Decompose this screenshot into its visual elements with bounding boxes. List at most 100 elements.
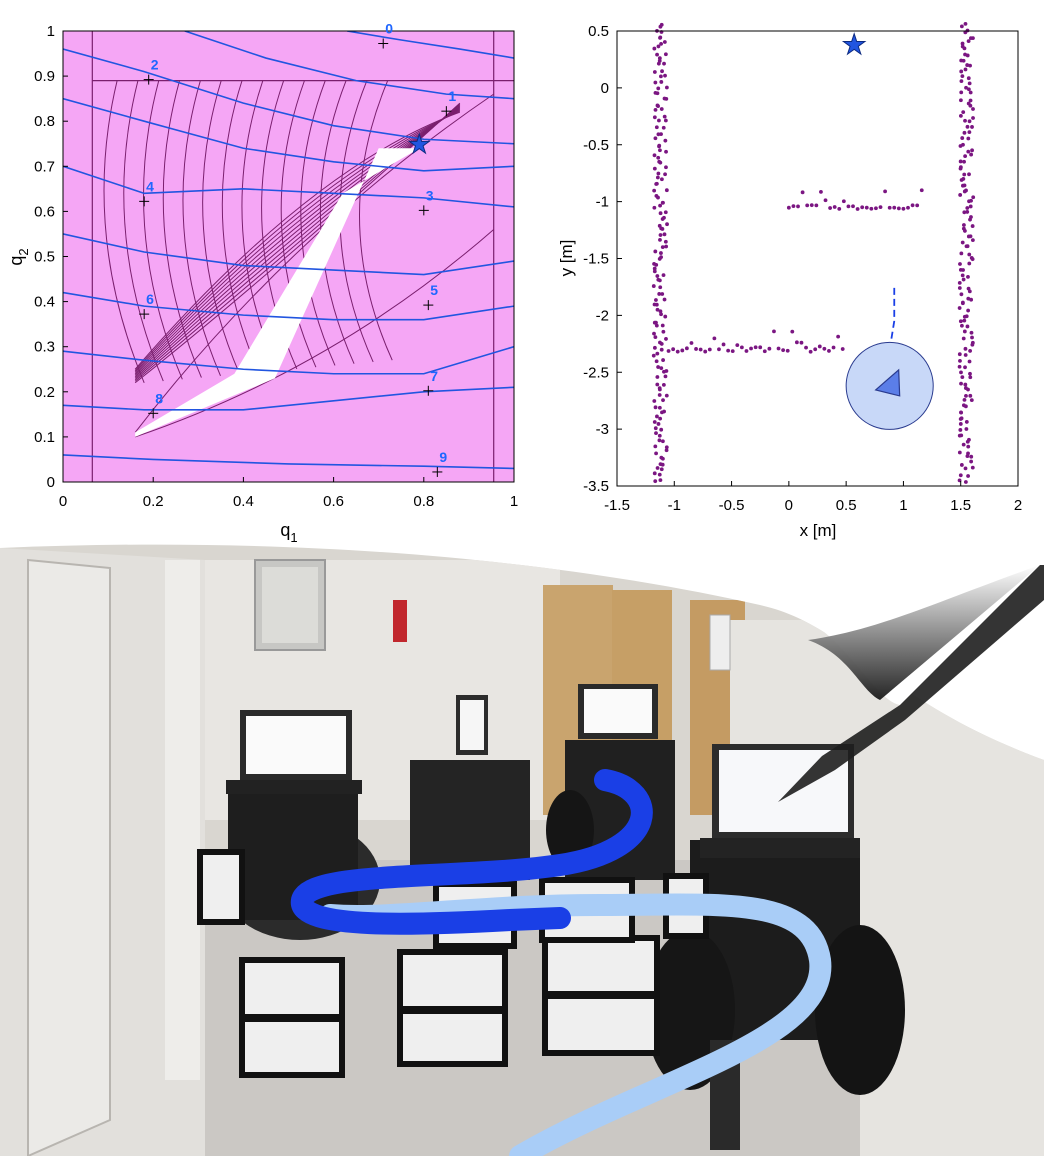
scan-point bbox=[967, 252, 972, 257]
scan-point bbox=[957, 352, 962, 357]
scan-point bbox=[967, 437, 971, 442]
y-tick-label: -1 bbox=[596, 194, 609, 211]
goal-star: ★ bbox=[842, 29, 867, 60]
obstacle-curve bbox=[359, 80, 393, 361]
scan-point bbox=[970, 125, 974, 129]
scan-point bbox=[664, 244, 669, 249]
scan-point bbox=[654, 302, 659, 307]
scan-point bbox=[968, 375, 973, 380]
scan-point bbox=[659, 255, 663, 260]
scan-point bbox=[660, 69, 664, 74]
scan-point bbox=[654, 298, 658, 302]
scan-point bbox=[659, 80, 664, 84]
scan-point bbox=[663, 239, 668, 244]
scan-point bbox=[662, 114, 667, 119]
obstacle-curve bbox=[134, 104, 461, 381]
scan-point bbox=[961, 110, 966, 115]
y-tick-label: 0.2 bbox=[34, 384, 55, 401]
scan-point bbox=[960, 273, 965, 278]
scan-point bbox=[662, 369, 666, 374]
obstacle-curve bbox=[134, 93, 494, 433]
scan-point bbox=[965, 63, 970, 67]
scan-point bbox=[965, 53, 970, 58]
scan-point bbox=[964, 420, 969, 424]
scan-point bbox=[969, 398, 974, 403]
scan-point bbox=[653, 444, 658, 449]
y-tick-label: 0.8 bbox=[34, 113, 55, 130]
scan-point bbox=[906, 205, 910, 210]
scan-point bbox=[963, 404, 968, 409]
y-axis-label: q2 bbox=[6, 248, 31, 265]
scan-point bbox=[827, 349, 831, 353]
scan-point bbox=[656, 365, 661, 369]
scan-point bbox=[730, 349, 735, 354]
scan-point bbox=[653, 479, 658, 484]
scan-point bbox=[855, 207, 860, 211]
obstacle-curve bbox=[134, 103, 461, 382]
scan-point bbox=[657, 405, 662, 410]
scan-point bbox=[968, 349, 972, 353]
scan-point bbox=[794, 340, 799, 345]
scan-point bbox=[652, 345, 657, 350]
scan-point bbox=[960, 323, 964, 328]
scan-point bbox=[958, 473, 963, 478]
y-tick-label: -3 bbox=[596, 421, 609, 438]
scan-point bbox=[959, 433, 964, 438]
level-markers bbox=[139, 38, 452, 477]
scan-point bbox=[970, 148, 974, 153]
scan-point bbox=[659, 455, 664, 460]
scan-point bbox=[658, 309, 663, 314]
scan-point bbox=[652, 115, 657, 120]
scan-point bbox=[968, 217, 972, 222]
scan-point bbox=[651, 353, 656, 358]
scan-point bbox=[657, 393, 662, 397]
scan-point bbox=[962, 210, 967, 215]
scan-point bbox=[652, 261, 656, 266]
level-label: 9 bbox=[439, 449, 447, 465]
x-tick-label: 0.2 bbox=[143, 493, 164, 510]
level-curves bbox=[63, 31, 514, 470]
scan-point bbox=[805, 203, 810, 208]
scan-point bbox=[657, 118, 661, 123]
scan-point bbox=[658, 24, 663, 29]
scan-point bbox=[659, 347, 664, 352]
scan-point bbox=[966, 76, 971, 81]
scan-point bbox=[971, 107, 975, 111]
scan-point bbox=[653, 405, 658, 410]
scan-point bbox=[967, 199, 971, 204]
scan-point bbox=[851, 204, 855, 209]
y-tick-label: -0.5 bbox=[583, 137, 609, 154]
scan-point bbox=[664, 448, 669, 453]
scan-point bbox=[658, 211, 663, 216]
scan-point bbox=[663, 374, 668, 379]
scan-point bbox=[965, 244, 970, 249]
level-curve bbox=[63, 386, 514, 411]
scan-point bbox=[653, 426, 658, 431]
scan-point bbox=[785, 348, 790, 353]
scan-point bbox=[823, 198, 828, 203]
scan-point bbox=[959, 79, 964, 84]
scan-point bbox=[958, 193, 963, 197]
scan-point bbox=[652, 269, 657, 274]
x-tick-label: -0.5 bbox=[719, 497, 745, 514]
scan-point bbox=[968, 90, 973, 95]
scan-point bbox=[822, 346, 827, 351]
scan-point bbox=[655, 375, 660, 379]
obstacle-curve bbox=[134, 106, 461, 378]
scan-point bbox=[660, 245, 665, 250]
scan-point bbox=[958, 144, 963, 148]
scan-point bbox=[967, 130, 972, 135]
scan-point bbox=[959, 251, 964, 256]
scan-point bbox=[762, 349, 767, 354]
scan-point bbox=[969, 297, 974, 302]
scan-point bbox=[969, 454, 974, 459]
scan-point bbox=[656, 171, 661, 176]
scan-points bbox=[651, 21, 976, 484]
level-label: 4 bbox=[146, 178, 154, 194]
scan-point bbox=[657, 438, 662, 443]
scan-point bbox=[969, 459, 974, 464]
level-label: 8 bbox=[155, 390, 163, 406]
scan-point bbox=[663, 172, 667, 177]
scan-point bbox=[971, 116, 975, 120]
scan-point bbox=[662, 61, 666, 66]
